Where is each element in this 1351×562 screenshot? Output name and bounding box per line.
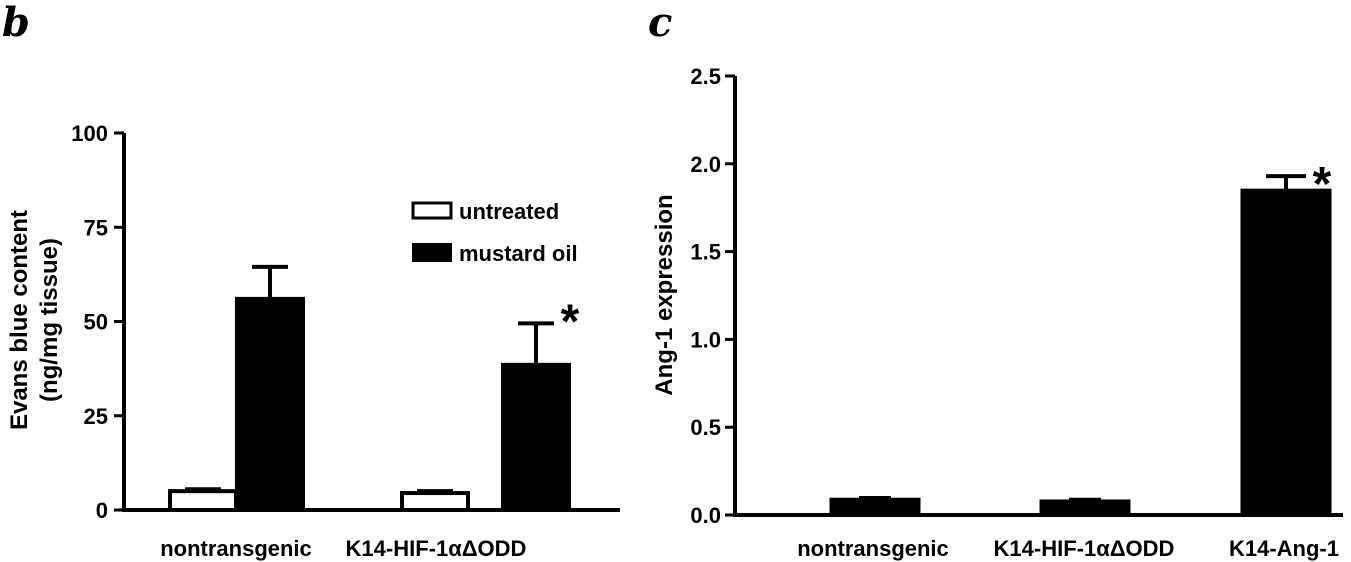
panel-b-ylabel-line2: (ng/mg tissue)	[36, 238, 63, 402]
y-tick-label: 75	[84, 215, 108, 240]
bar-mustard-oil	[235, 296, 305, 512]
panel-b-chart: b Evans blue content (ng/mg tissue) 0 25 5…	[2, 0, 620, 561]
category-label: nontransgenic	[160, 536, 312, 561]
panel-c-categories: nontransgenic K14-HIF-1αΔODD K14-Ang-1	[797, 536, 1339, 561]
category-label: nontransgenic	[797, 536, 949, 561]
bar-untreated	[400, 491, 470, 513]
y-tick-label: 0.5	[690, 415, 721, 440]
y-tick-label: 50	[84, 310, 108, 335]
bar-untreated	[168, 489, 238, 512]
legend-label-untreated: untreated	[459, 199, 559, 224]
y-tick-label: 25	[84, 404, 108, 429]
y-tick-label: 1.5	[690, 240, 721, 265]
panel-c-ylabel: Ang-1 expression	[651, 194, 678, 395]
y-tick-label: 2.0	[690, 152, 721, 177]
legend-swatch-mustard-oil	[412, 243, 452, 262]
y-tick-label: 0	[96, 498, 108, 523]
panel-c-chart: c Ang-1 expression 0.00.51.01.52.02.5 * …	[648, 0, 1343, 561]
significance-star: *	[561, 295, 580, 348]
panel-c-yticks: 0.0 0.5 1.0 1.5 2.0 2.5	[690, 64, 735, 528]
panel-b-categories: nontransgenic K14-HIF-1αΔODD	[160, 536, 526, 561]
y-tick-label: 1.0	[690, 327, 721, 352]
category-label: K14-Ang-1	[1229, 536, 1339, 561]
panel-b-legend: untreated mustard oil	[411, 199, 578, 266]
panel-b-bars: *	[168, 264, 580, 513]
panel-c-bars: *	[829, 158, 1332, 517]
panel-c-letter: c	[648, 0, 672, 46]
bar-mustard-oil	[501, 362, 571, 513]
panel-b-yticks: 0 25 50 75 100	[71, 121, 124, 523]
bar	[1240, 188, 1332, 517]
category-label: K14-HIF-1αΔODD	[994, 536, 1175, 561]
category-label: K14-HIF-1αΔODD	[346, 536, 527, 561]
y-tick-label: 2.5	[690, 64, 721, 89]
panel-b-ylabel-line1: Evans blue content	[6, 210, 33, 430]
legend-swatch-untreated	[411, 201, 453, 220]
bar	[829, 497, 921, 517]
legend-label-mustard-oil: mustard oil	[459, 241, 578, 266]
significance-star: *	[1313, 158, 1332, 211]
panel-b-letter: b	[2, 0, 30, 46]
bar	[1039, 499, 1131, 517]
y-tick-label: 100	[71, 121, 108, 146]
y-tick-label: 0.0	[690, 503, 721, 528]
